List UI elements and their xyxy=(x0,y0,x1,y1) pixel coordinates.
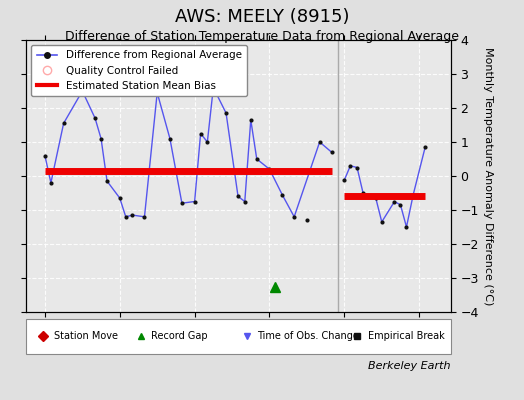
Legend: Difference from Regional Average, Quality Control Failed, Estimated Station Mean: Difference from Regional Average, Qualit… xyxy=(31,45,247,96)
Text: Time of Obs. Change: Time of Obs. Change xyxy=(257,332,359,342)
FancyBboxPatch shape xyxy=(26,319,451,354)
Text: Empirical Break: Empirical Break xyxy=(368,332,445,342)
Text: AWS: MEELY (8915): AWS: MEELY (8915) xyxy=(174,8,350,26)
Text: Record Gap: Record Gap xyxy=(151,332,208,342)
Text: Difference of Station Temperature Data from Regional Average: Difference of Station Temperature Data f… xyxy=(65,30,459,43)
Text: Berkeley Earth: Berkeley Earth xyxy=(368,361,451,371)
Text: Station Move: Station Move xyxy=(54,332,118,342)
Y-axis label: Monthly Temperature Anomaly Difference (°C): Monthly Temperature Anomaly Difference (… xyxy=(483,47,493,305)
